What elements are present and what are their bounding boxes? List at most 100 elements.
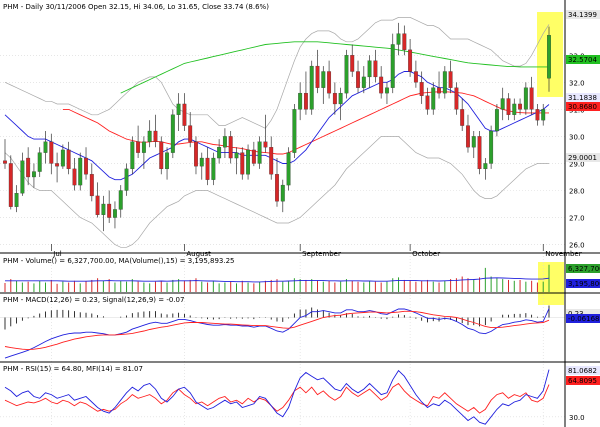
candle-body — [547, 35, 551, 79]
ma-green-tag — [566, 55, 600, 64]
candle-body — [165, 152, 169, 170]
candle-body — [431, 87, 436, 110]
lower-band-tag — [566, 153, 600, 162]
rsi-title: PHM - RSI(15) = 64.80, MFI(14) = 81.07 — [3, 365, 143, 373]
macd-title: PHM - MACD(12,26) = 0.23, Signal(12,26,9… — [3, 296, 184, 304]
rsi-tick-30: 30.0 — [569, 414, 585, 422]
candle-body — [529, 87, 534, 110]
candle-body — [292, 109, 297, 153]
candle-body — [26, 157, 31, 178]
last-price-value: 34.1399 — [568, 11, 597, 19]
candle-body — [78, 157, 83, 186]
candle-body — [402, 33, 407, 51]
candle-body — [471, 136, 476, 148]
candle-body — [518, 103, 523, 110]
candle-body — [251, 149, 256, 164]
candle-body — [275, 174, 279, 202]
candle-body — [506, 98, 511, 115]
upper-band-line — [4, 17, 550, 129]
candle-body — [20, 160, 25, 194]
candle-body — [419, 82, 424, 96]
candle-body — [205, 157, 210, 180]
candle-body — [153, 130, 158, 142]
volume-value: 6,327,700 — [568, 265, 600, 273]
candle-body — [147, 130, 152, 142]
price-panel — [0, 0, 600, 251]
candle-body — [373, 60, 378, 78]
candlesticks — [3, 22, 551, 232]
macd-line — [4, 308, 550, 359]
date-label: September — [302, 250, 341, 258]
candle-body — [199, 157, 204, 167]
ma-blue-tag — [566, 93, 600, 102]
candle-body — [43, 141, 48, 153]
candle-body — [327, 71, 332, 94]
price-tags: 34.1399 32.5704 31.1838 30.8680 29.0001 — [566, 10, 600, 162]
candle-body — [3, 160, 7, 164]
lower-band-line — [4, 136, 549, 248]
price-title: PHM - Daily 30/11/2006 Open 32.15, Hi 34… — [3, 3, 269, 11]
price-tick-label: 30.0 — [569, 133, 585, 141]
candle-body — [332, 92, 337, 105]
candle-body — [367, 60, 372, 78]
volume-avg-value: 3,195,800 — [568, 280, 600, 288]
candle-body — [124, 168, 129, 191]
candle-body — [483, 163, 488, 170]
candle-body — [315, 65, 320, 88]
ma-green-line — [120, 41, 549, 94]
volume-avg-tag — [566, 279, 600, 288]
price-tick-label: 28.0 — [569, 188, 585, 196]
candle-body — [14, 193, 19, 207]
date-label: Jul — [52, 250, 62, 258]
candle-body — [211, 157, 216, 180]
candle-body — [413, 71, 418, 83]
candle-body — [72, 168, 77, 186]
candle-body — [408, 49, 413, 72]
candle-body — [321, 71, 326, 88]
candle-body — [269, 147, 274, 175]
date-label: August — [186, 250, 211, 258]
candle-body — [309, 65, 314, 110]
candle-body — [118, 190, 123, 210]
candle-body — [489, 130, 494, 164]
candle-body — [113, 209, 117, 218]
candle-body — [442, 71, 447, 94]
price-tick-label: 32.0 — [569, 79, 585, 87]
signal-tag — [566, 314, 600, 323]
macd-tag — [566, 309, 600, 318]
candle-body — [257, 141, 262, 164]
candle-body — [159, 141, 164, 170]
candle-body — [379, 76, 384, 94]
candle-body — [350, 55, 355, 72]
candle-body — [136, 141, 141, 153]
candle-body — [356, 71, 360, 88]
date-axis: Jul August September October November — [50, 244, 582, 427]
price-tick-label: 27.0 — [569, 215, 585, 223]
candle-body — [188, 125, 193, 142]
candle-body — [425, 95, 430, 110]
mfi-value: 81.0682 — [568, 367, 597, 375]
price-tick-label: 29.0 — [569, 160, 585, 168]
candle-body — [101, 203, 106, 215]
candle-body — [361, 76, 366, 88]
lower-band-value: 29.0001 — [568, 154, 597, 162]
candle-body — [182, 103, 187, 126]
candle-body — [107, 203, 112, 218]
candle-body — [228, 136, 233, 159]
candle-body — [396, 33, 401, 45]
candle-body — [523, 87, 528, 110]
candle-body — [66, 149, 71, 170]
candle-body — [49, 141, 54, 164]
last-price-tag — [566, 10, 600, 19]
candle-body — [466, 125, 470, 148]
bollinger-bands — [4, 17, 550, 248]
candle-body — [286, 152, 291, 186]
candle-body — [494, 109, 499, 132]
candle-body — [512, 103, 517, 115]
candle-body — [95, 195, 100, 215]
candle-body — [263, 141, 268, 148]
rsi-lines — [4, 369, 550, 425]
volume-bars — [4, 264, 550, 292]
date-label: November — [545, 250, 582, 258]
